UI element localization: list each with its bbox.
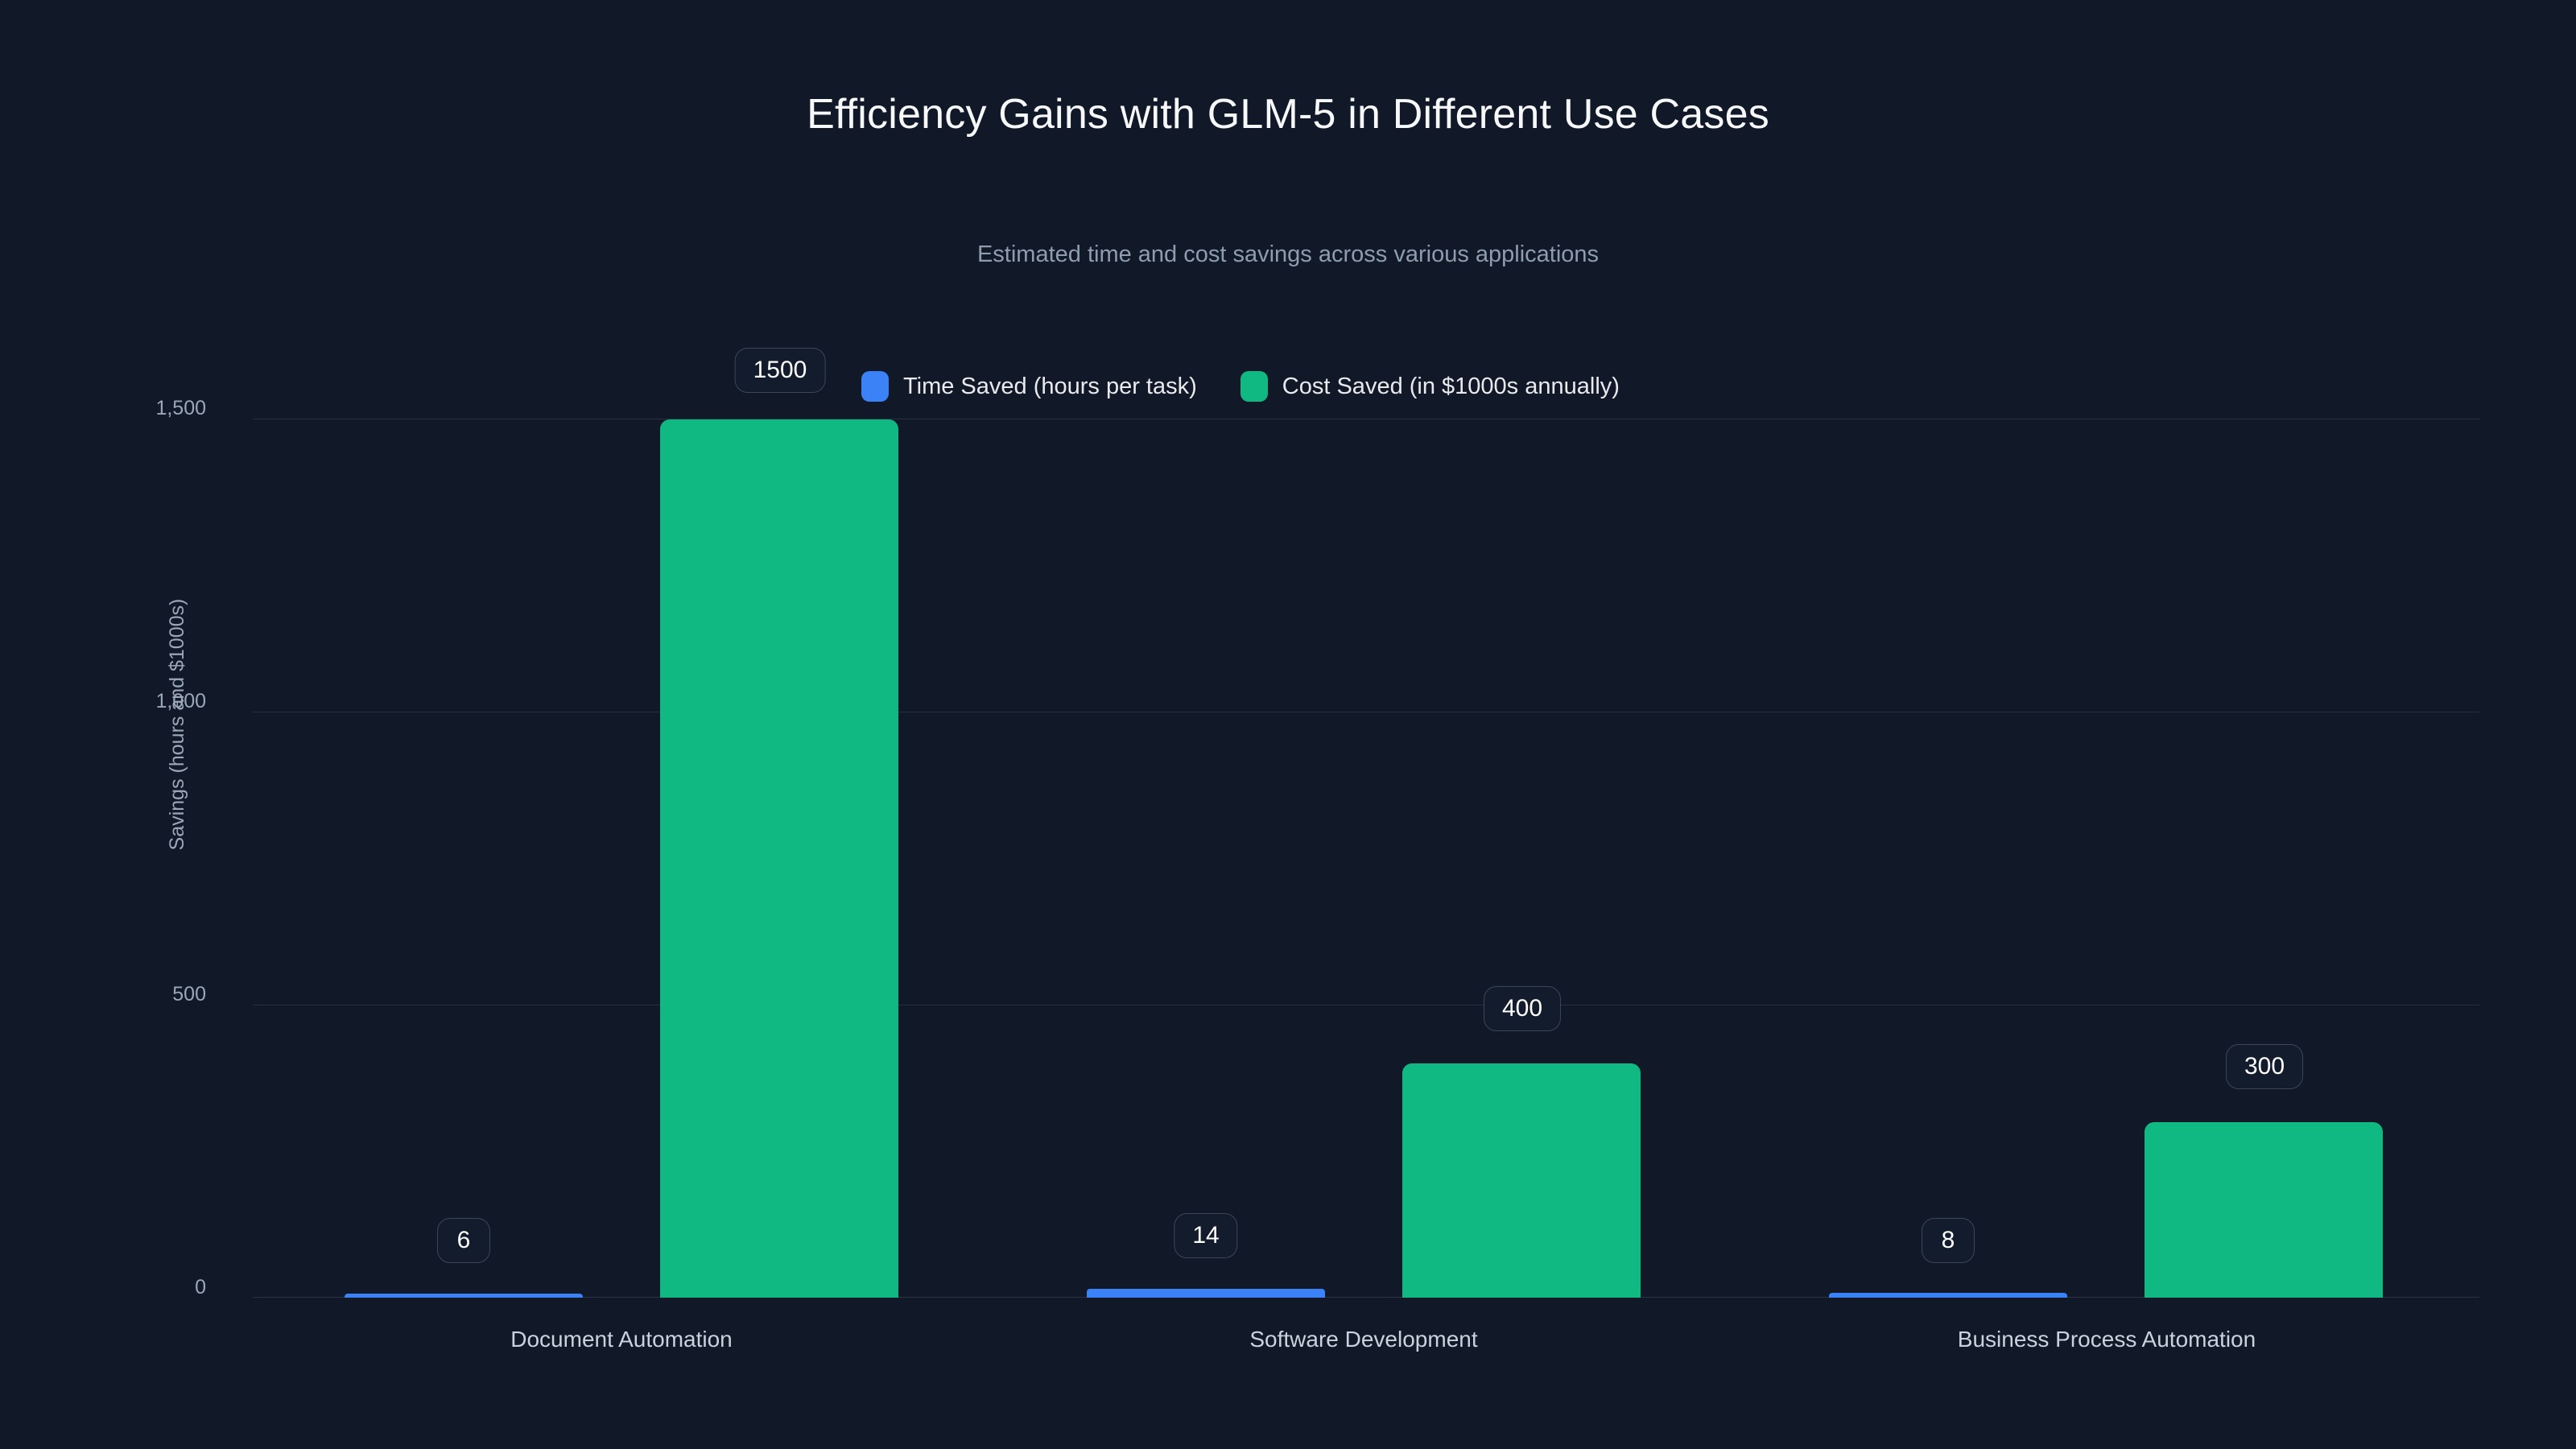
gridline-0 <box>253 1297 2479 1298</box>
y-tick-1500: 1,500 <box>155 397 206 419</box>
value-badge-cost-software-development: 400 <box>1483 986 1562 1031</box>
value-badge-time-software-development: 14 <box>1174 1213 1238 1258</box>
legend-swatch-icon-cost-saved <box>1240 371 1268 402</box>
bar-cost-saved-business-process-automation[interactable] <box>2145 1122 2383 1298</box>
bar-cost-saved-document-automation[interactable] <box>660 419 898 1298</box>
legend-label-time-saved: Time Saved (hours per task) <box>903 373 1197 399</box>
value-badge-time-business-process-automation: 8 <box>1922 1218 1975 1263</box>
bar-group-software-development <box>995 419 1737 1298</box>
y-tick-1000: 1,000 <box>155 690 206 712</box>
value-badge-cost-business-process-automation: 300 <box>2225 1044 2304 1089</box>
bar-time-saved-business-process-automation[interactable] <box>1829 1293 2067 1298</box>
chart-title: Efficiency Gains with GLM-5 in Different… <box>807 91 1769 138</box>
y-tick-500: 500 <box>172 983 206 1005</box>
legend-item-time-saved[interactable]: Time Saved (hours per task) <box>861 371 1197 402</box>
plot-area <box>253 419 2479 1298</box>
bar-cost-saved-software-development[interactable] <box>1402 1063 1641 1298</box>
legend-item-cost-saved[interactable]: Cost Saved (in $1000s annually) <box>1240 371 1620 402</box>
y-axis-title: Savings (hours and $1000s) <box>165 598 188 851</box>
x-label-business-process-automation: Business Process Automation <box>1957 1327 2256 1352</box>
value-badge-cost-document-automation: 1500 <box>734 348 826 393</box>
bar-time-saved-document-automation[interactable] <box>345 1294 583 1298</box>
bar-group-business-process-automation <box>1737 419 2479 1298</box>
chart-legend: Time Saved (hours per task) Cost Saved (… <box>861 369 1620 404</box>
bar-group-document-automation <box>253 419 995 1298</box>
legend-swatch-icon-time-saved <box>861 371 889 402</box>
x-label-document-automation: Document Automation <box>510 1327 733 1352</box>
y-tick-0: 0 <box>195 1276 206 1298</box>
legend-label-cost-saved: Cost Saved (in $1000s annually) <box>1282 373 1620 399</box>
chart-subtitle: Estimated time and cost savings across v… <box>976 242 1600 267</box>
value-badge-time-document-automation: 6 <box>437 1218 490 1263</box>
x-label-software-development: Software Development <box>1249 1327 1478 1352</box>
bar-time-saved-software-development[interactable] <box>1087 1289 1325 1298</box>
